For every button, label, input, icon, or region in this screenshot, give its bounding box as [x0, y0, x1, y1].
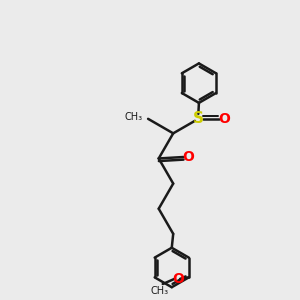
Text: O: O: [218, 112, 230, 126]
Text: CH₃: CH₃: [151, 286, 169, 296]
Text: S: S: [193, 111, 204, 126]
Text: O: O: [183, 150, 194, 164]
Text: CH₃: CH₃: [125, 112, 143, 122]
Text: O: O: [172, 272, 184, 286]
